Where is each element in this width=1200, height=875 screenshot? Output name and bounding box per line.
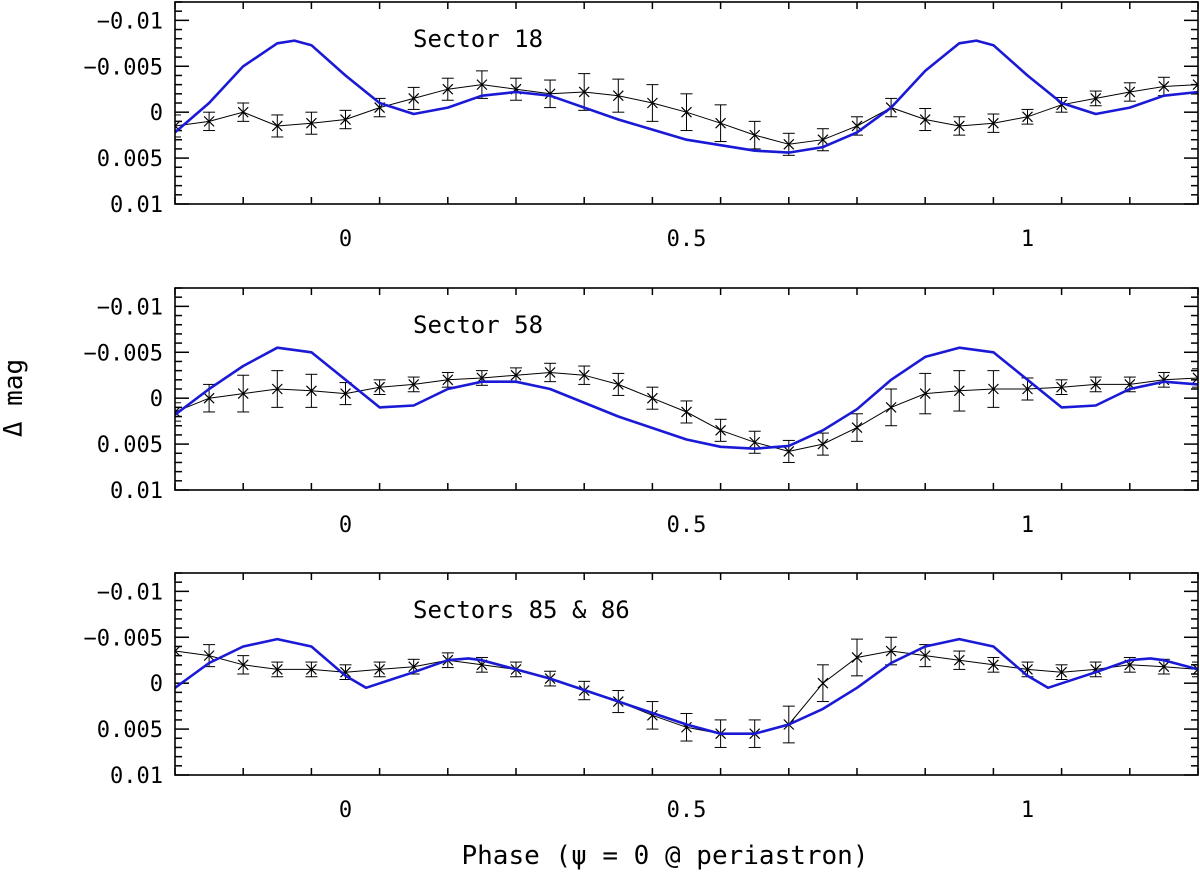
- panel-title: Sector 18: [413, 25, 543, 53]
- x-tick-label: 0: [339, 227, 352, 252]
- panel-title: Sector 58: [413, 311, 543, 339]
- plot-area: [175, 636, 1198, 748]
- y-tick-label: −0.01: [97, 580, 163, 605]
- x-tick-label: 1: [1021, 513, 1034, 538]
- y-tick-label: −0.01: [97, 295, 163, 320]
- y-tick-label: 0: [150, 387, 163, 412]
- error-bar: [1192, 661, 1198, 678]
- y-tick-label: 0.005: [97, 718, 163, 743]
- y-tick-label: 0.005: [97, 433, 163, 458]
- plot-area: [175, 39, 1198, 156]
- data-point: [1192, 372, 1198, 384]
- plot-frame: [174, 1, 1199, 205]
- panel-3: 0 0.5 1 −0.01 −0.005 0 0.005 0.01 Sectors 85 & 8…: [84, 572, 1199, 823]
- error-bar: [612, 78, 625, 113]
- y-tick-label: 0.01: [110, 193, 163, 218]
- data-line: [175, 371, 1198, 452]
- y-tick-label: 0: [150, 672, 163, 697]
- panel-1: 0 0.5 1 −0.01 −0.005 0 0.005 0.01 Sector 18: [84, 1, 1199, 252]
- error-bar: [1192, 74, 1198, 95]
- y-axis-title: Δ mag: [0, 359, 29, 437]
- panel-2: 0 0.5 1 −0.01 −0.005 0 0.005 0.01 Sector 58: [84, 287, 1199, 538]
- x-tick-label: 0.5: [667, 798, 707, 823]
- y-tick-label: −0.005: [84, 55, 163, 80]
- error-bar: [373, 379, 386, 396]
- x-tick-label: 0: [339, 513, 352, 538]
- x-tick-label: 0.5: [667, 513, 707, 538]
- panel-title: Sectors 85 & 86: [413, 596, 630, 624]
- data-point: [175, 645, 181, 657]
- plot-frame: [174, 287, 1199, 491]
- data-line: [175, 650, 1198, 735]
- x-tick-label: 0.5: [667, 227, 707, 252]
- data-point: [175, 406, 181, 418]
- model-curve: [175, 637, 1198, 736]
- data-line: [175, 84, 1198, 145]
- x-tick-label: 1: [1021, 798, 1034, 823]
- y-tick-label: 0.01: [110, 479, 163, 504]
- plot-area: [175, 346, 1198, 463]
- y-tick-label: −0.01: [97, 9, 163, 34]
- x-tick-label: 1: [1021, 227, 1034, 252]
- y-tick-label: −0.005: [84, 626, 163, 651]
- error-bar: [175, 402, 181, 422]
- data-point: [1192, 663, 1198, 675]
- model-curve: [175, 39, 1198, 154]
- x-tick-label: 0: [339, 798, 352, 823]
- model-curve: [175, 346, 1198, 451]
- x-axis-title: Phase (ψ = 0 @ periastron): [462, 841, 869, 871]
- data-point: [1192, 79, 1198, 91]
- plot-frame: [174, 572, 1199, 776]
- error-bar: [175, 636, 181, 666]
- y-tick-label: −0.005: [84, 341, 163, 366]
- y-tick-label: 0.005: [97, 147, 163, 172]
- y-tick-label: 0: [150, 101, 163, 126]
- y-tick-label: 0.01: [110, 764, 163, 789]
- error-bar: [1192, 368, 1198, 388]
